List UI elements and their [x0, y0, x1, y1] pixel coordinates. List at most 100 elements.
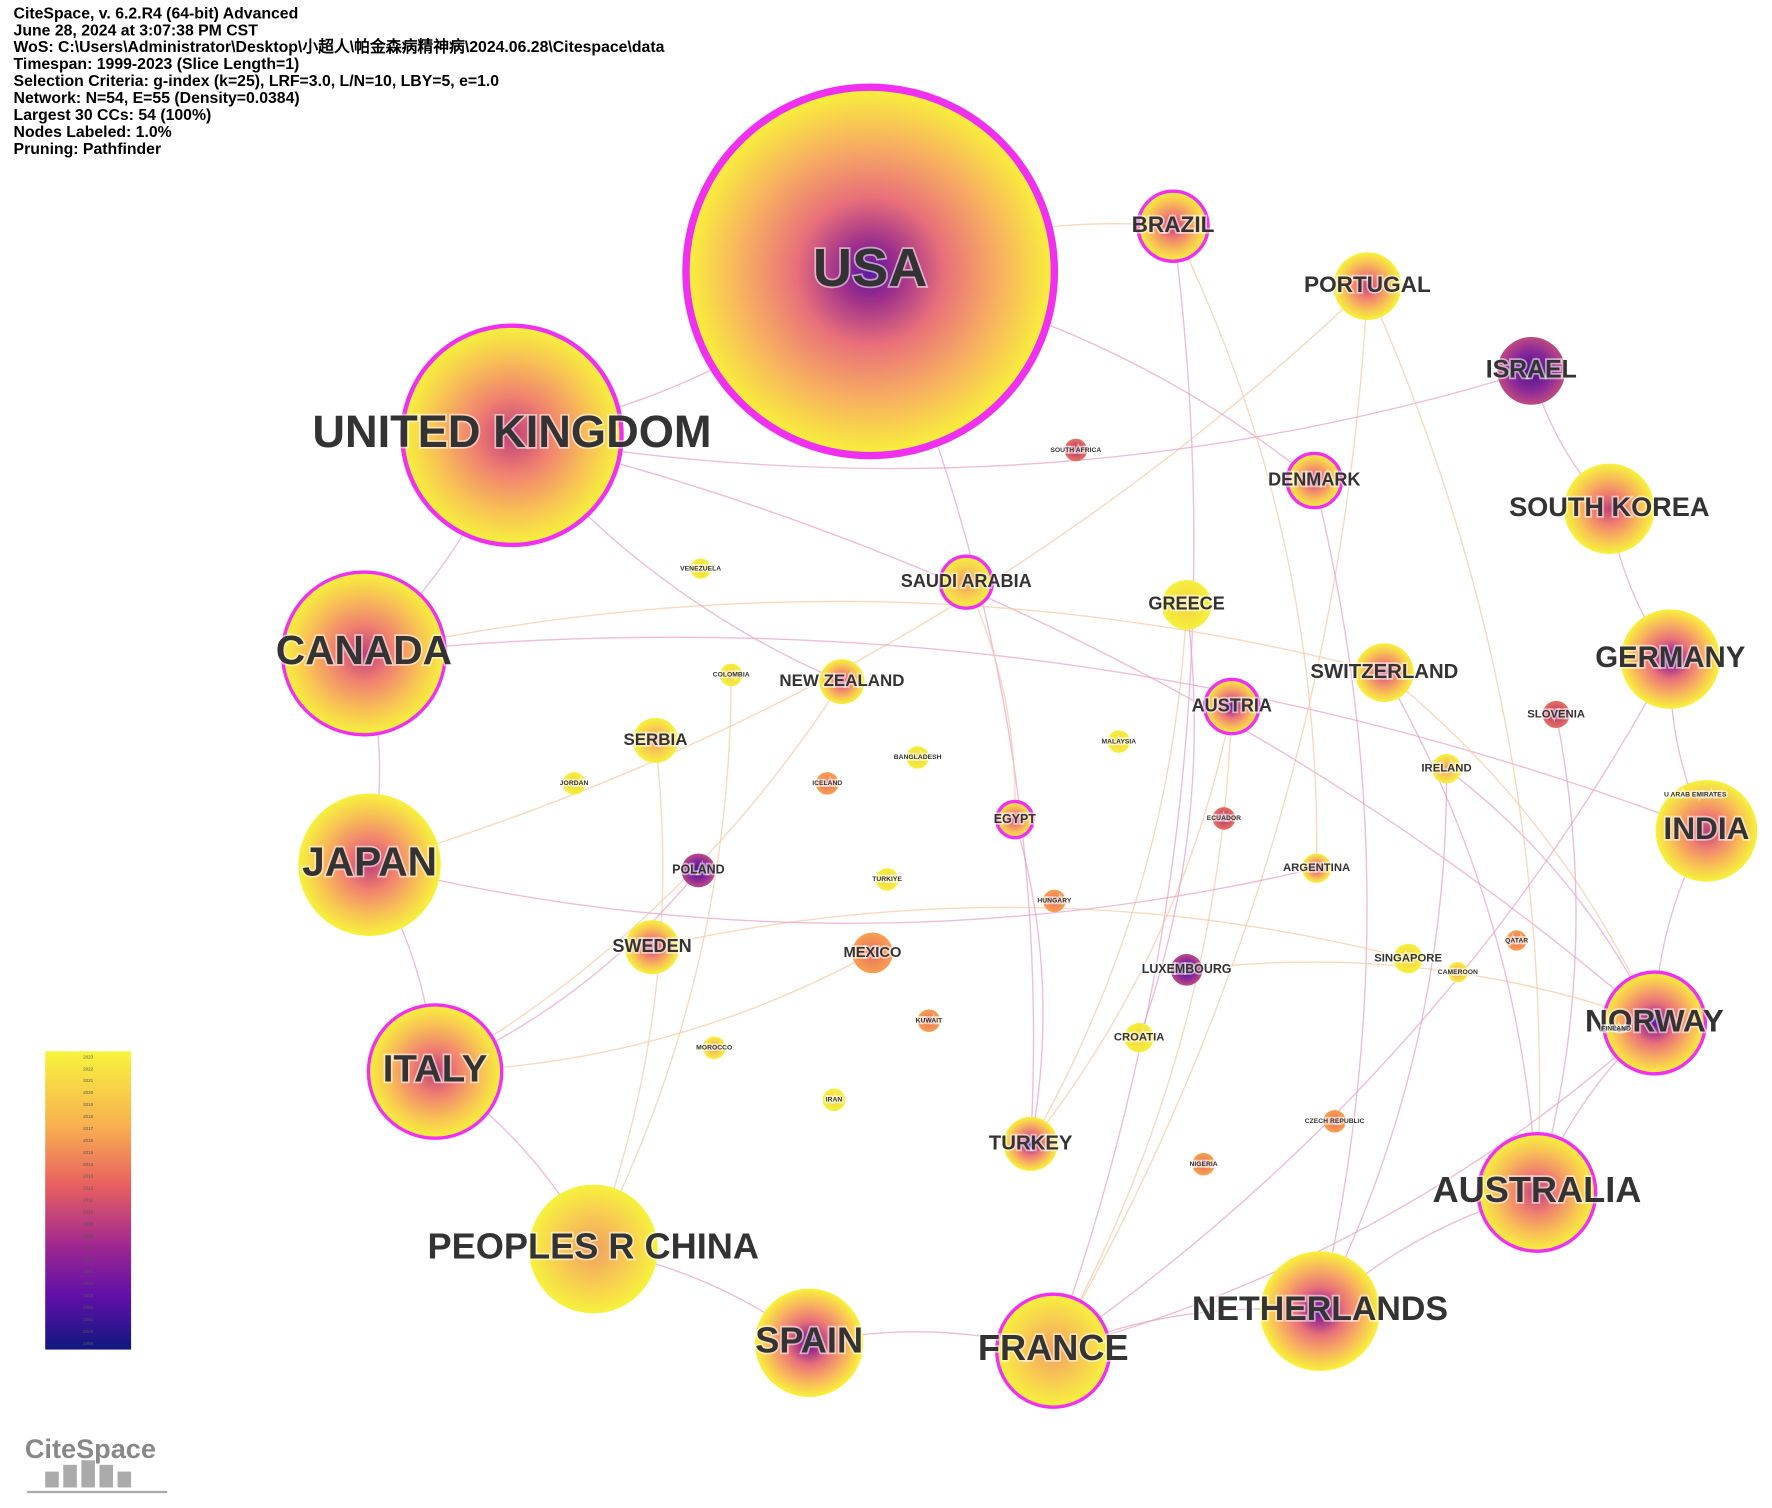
legend-year: 2001: [83, 1317, 94, 1322]
node: [815, 772, 839, 795]
node: [995, 1292, 1112, 1409]
node-label: FINLAND: [1601, 1025, 1631, 1032]
node: [906, 746, 929, 769]
edge: [1052, 226, 1195, 1351]
node-label: PORTUGAL: [1304, 272, 1431, 297]
node-label: JORDAN: [560, 780, 589, 787]
node-label: ICELAND: [812, 780, 842, 787]
legend-year: 2020: [83, 1090, 94, 1095]
legend-years: 2023 2022 2021 2020 2019 2018 2017 2016 2015 2014…: [83, 1054, 94, 1345]
legend-year: 2015: [83, 1150, 94, 1155]
edge: [511, 434, 1655, 1024]
edge: [1186, 961, 1655, 1024]
node-label: QATAR: [1505, 937, 1528, 944]
legend-year: 2013: [83, 1174, 94, 1179]
logo-bar: [63, 1464, 77, 1488]
node-label: JAPAN: [302, 839, 437, 885]
header: CiteSpace, v. 6.2.R4 (64-bit) AdvancedJu…: [14, 5, 665, 158]
node: [562, 772, 586, 795]
edge: [1536, 714, 1577, 1193]
legend-year: 2012: [83, 1186, 94, 1191]
node: [875, 868, 899, 891]
node: [681, 853, 716, 888]
color-legend: [45, 1051, 132, 1350]
edge: [1172, 225, 1318, 869]
node-label: PEOPLES R CHINA: [428, 1226, 759, 1267]
legend-year: 2021: [83, 1078, 94, 1083]
node-label: MOROCCO: [696, 1045, 732, 1052]
node-label: MALAYSIA: [1101, 738, 1136, 745]
edge: [1014, 819, 1044, 1145]
header-line: Pruning: Pathfinder: [14, 141, 162, 158]
node-label: POLAND: [672, 863, 724, 877]
node: [1564, 463, 1655, 554]
node: [1601, 970, 1708, 1076]
node-label: SLOVENIA: [1527, 708, 1585, 720]
node-label: ITALY: [383, 1048, 488, 1091]
node: [624, 920, 680, 975]
legend-year: 2019: [83, 1102, 94, 1107]
node-label: TURKEY: [989, 1132, 1073, 1154]
node: [1620, 609, 1721, 709]
node: [298, 793, 441, 936]
node: [1447, 961, 1469, 983]
legend-year: 2011: [83, 1198, 93, 1203]
node: [280, 570, 447, 737]
edge: [363, 600, 1385, 674]
node-label: HUNGARY: [1037, 898, 1071, 905]
edge: [1313, 480, 1368, 1312]
node-label: BANGLADESH: [894, 754, 942, 761]
edge: [369, 285, 1368, 866]
node: [1476, 1132, 1598, 1253]
node: [702, 1036, 726, 1060]
node: [1212, 807, 1236, 830]
node-label: NETHERLANDS: [1192, 1290, 1448, 1328]
logo-bar: [45, 1471, 59, 1488]
node-label: CANADA: [276, 627, 452, 673]
node: [632, 717, 679, 764]
node: [690, 558, 711, 579]
labels: USA UNITED KINGDOM CANADA JAPAN ITALY PEOPLES…: [274, 211, 1751, 1370]
node: [1043, 889, 1066, 913]
node-label: SWITZERLAND: [1310, 661, 1458, 683]
legend-year: 1999: [83, 1341, 94, 1346]
node-label: NORWAY: [1585, 1002, 1724, 1038]
header-line: June 28, 2024 at 3:07:38 PM CST: [14, 22, 259, 39]
node-label: FRANCE: [978, 1327, 1129, 1368]
legend-year: 2009: [83, 1221, 94, 1226]
node-label: GREECE: [1148, 594, 1224, 614]
node: [719, 663, 743, 687]
node: [1064, 438, 1088, 462]
node-label: NEW ZEALAND: [779, 671, 904, 690]
edge: [1053, 1022, 1655, 1352]
node: [1301, 853, 1332, 883]
legend-year: 2000: [83, 1329, 94, 1334]
legend-year: 2018: [83, 1114, 94, 1119]
legend-year: 2005: [83, 1269, 94, 1274]
legend-year: 2003: [83, 1293, 94, 1298]
node-label: SOUTH AFRICA: [1050, 447, 1101, 454]
node: [1354, 643, 1414, 703]
node: [754, 1288, 864, 1398]
node: [938, 554, 994, 610]
edge: [1052, 658, 1671, 1352]
node-label: DENMARK: [1268, 469, 1360, 489]
legend-year: 2006: [83, 1257, 94, 1262]
legend-year: 2023: [83, 1054, 94, 1059]
node-label: LUXEMBOURG: [1142, 962, 1232, 976]
logo-bar: [117, 1471, 132, 1488]
node-label: CZECH REPUBLIC: [1305, 1118, 1365, 1125]
node-label: CAMEROON: [1438, 969, 1478, 976]
node-label: VENEZUELA: [680, 565, 721, 572]
node: [917, 1009, 941, 1033]
node-label: IRAN: [826, 1097, 843, 1104]
node-label: SOUTH KOREA: [1509, 491, 1709, 522]
edge: [1319, 768, 1448, 1312]
node-label: NIGERIA: [1189, 1161, 1217, 1168]
edge: [1383, 672, 1538, 1193]
legend-year: 2004: [83, 1281, 94, 1286]
node-label: GERMANY: [1595, 641, 1746, 674]
edge: [1383, 672, 1656, 1024]
node: [1393, 943, 1423, 974]
